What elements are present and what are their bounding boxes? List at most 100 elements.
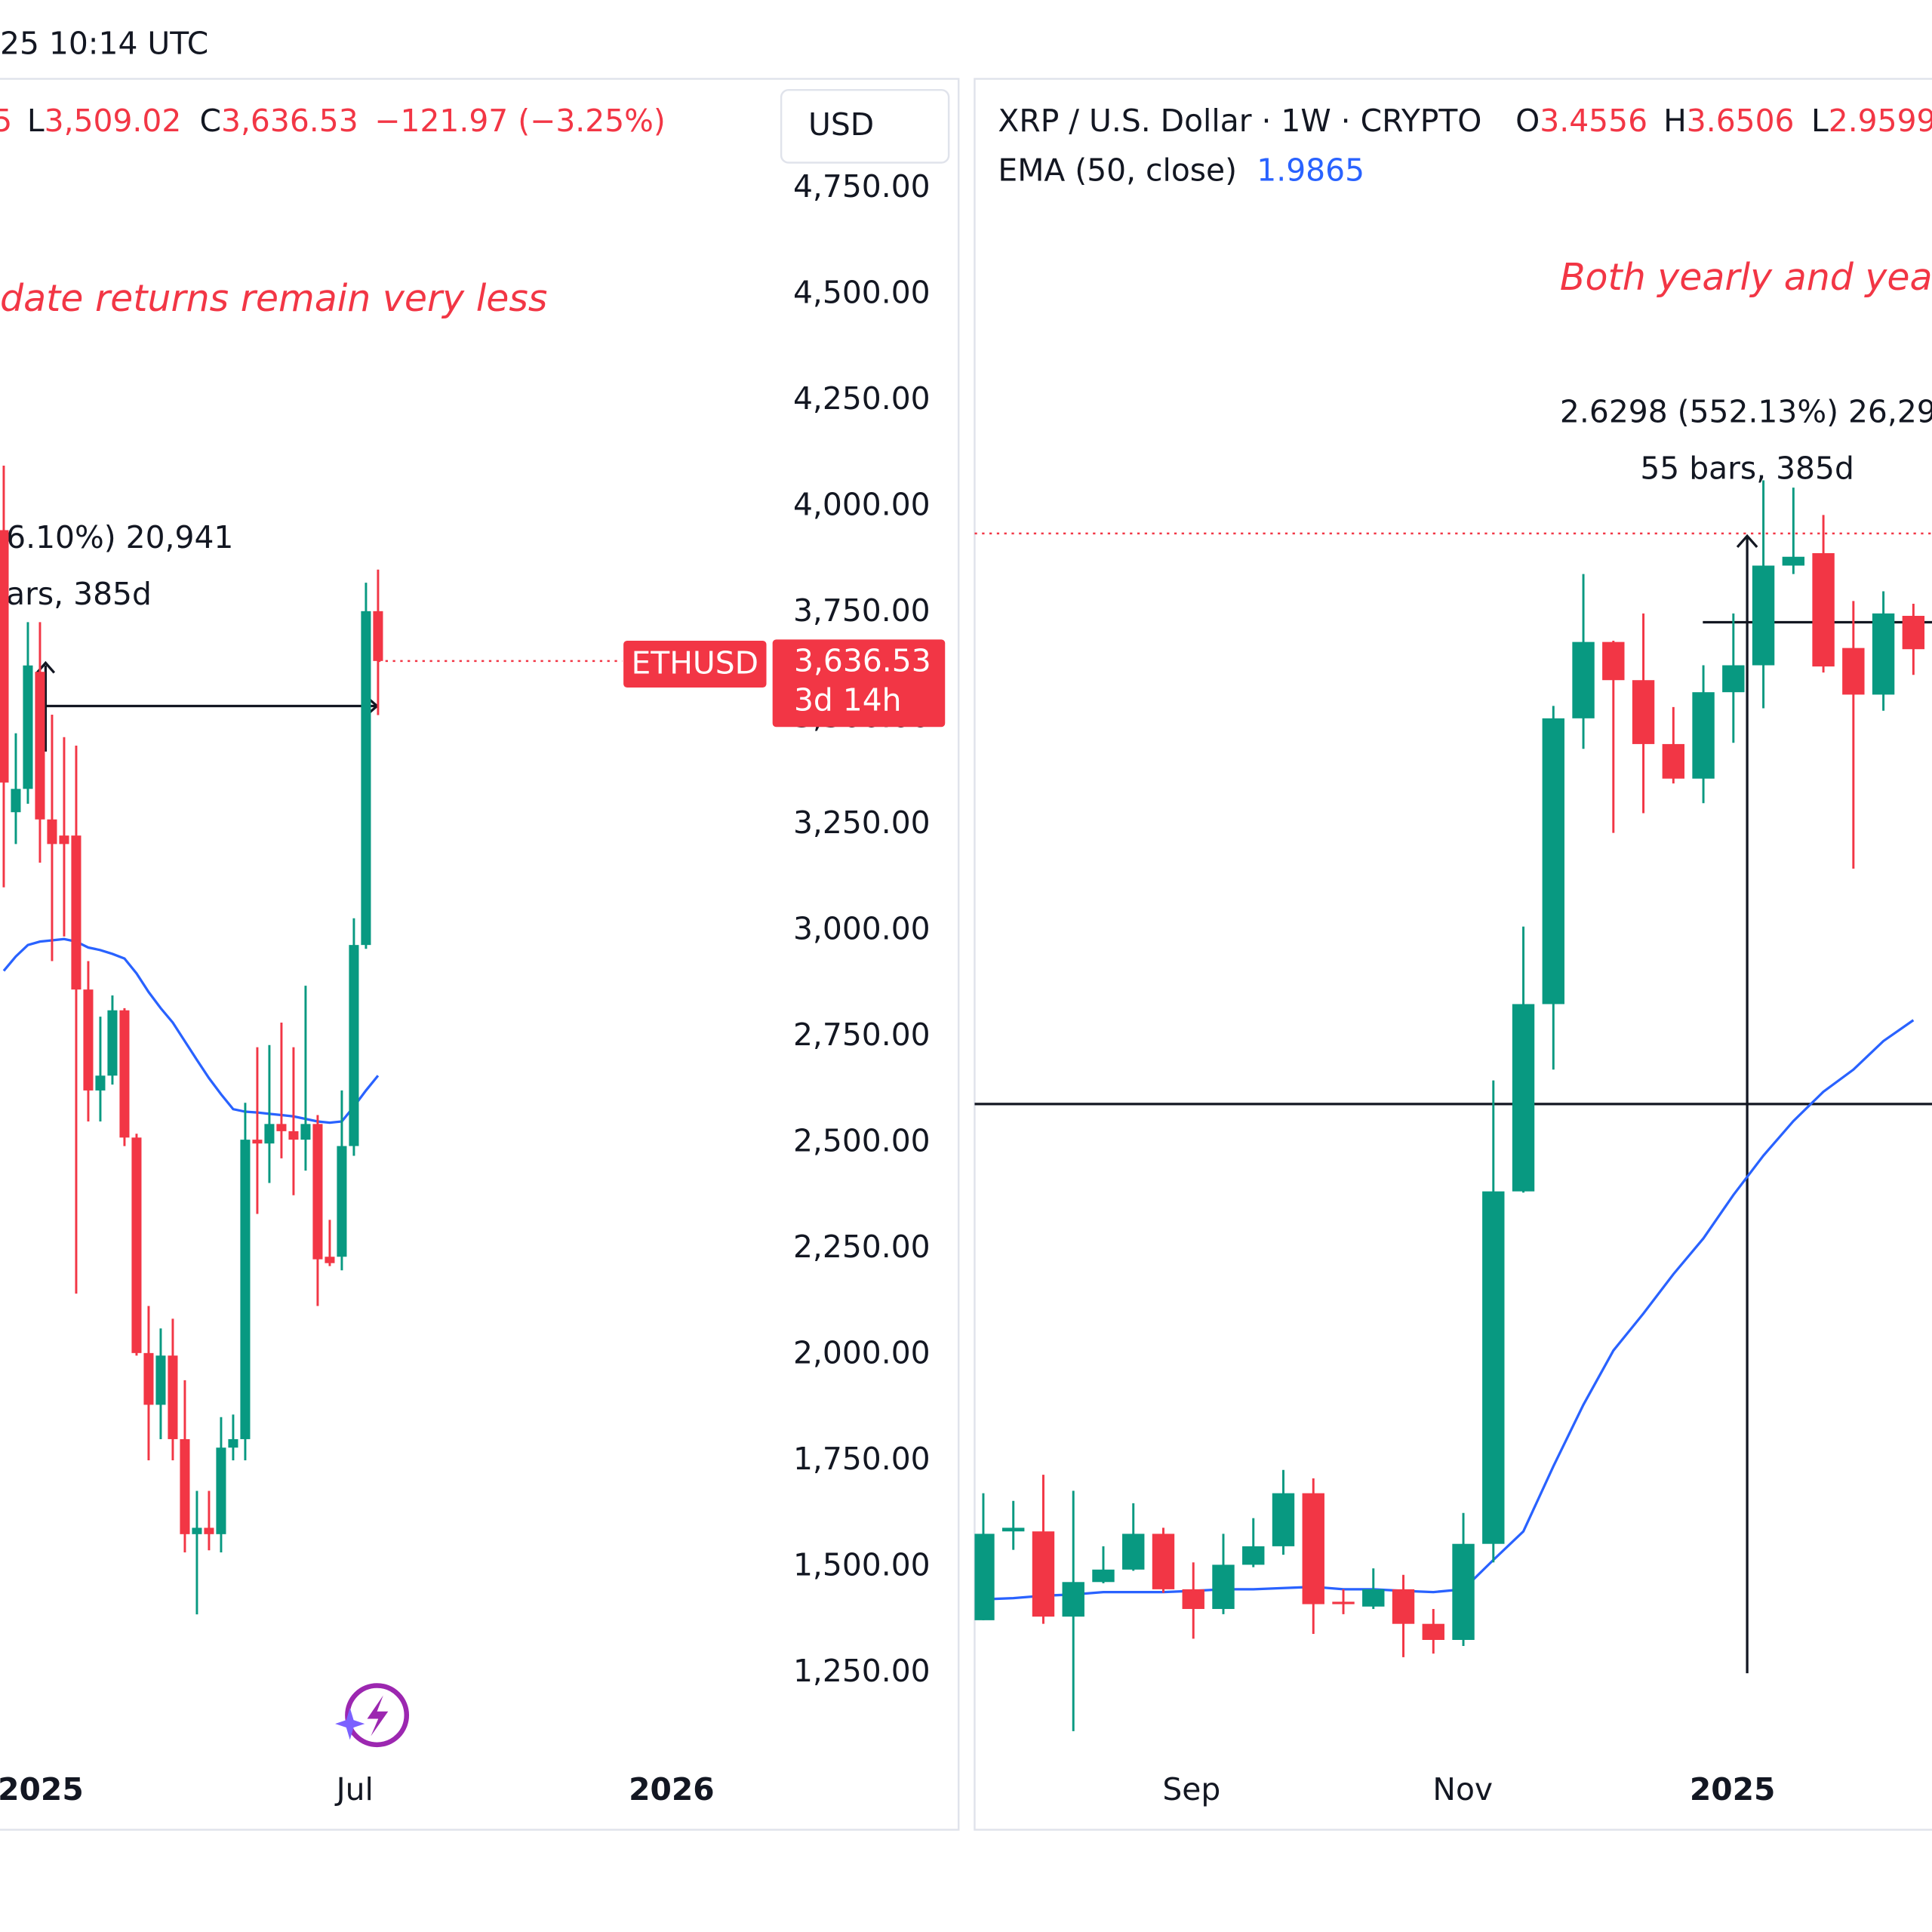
candle-body: [349, 945, 359, 1146]
candle-body: [1242, 1546, 1265, 1565]
legend-value: 5: [0, 103, 12, 139]
right-panel-border: [974, 78, 1932, 1831]
y-tick-label: 3,250.00: [793, 804, 931, 841]
candle-body: [107, 1010, 118, 1076]
y-tick-label: 1,500.00: [793, 1547, 931, 1583]
x-tick-label: 2025: [0, 1771, 84, 1807]
candle-body: [1632, 680, 1655, 744]
candle-body: [1662, 743, 1685, 779]
candle-body: [1182, 1589, 1204, 1609]
ohlc-legend: XRP / U.S. Dollar · 1W · CRYPTO O3.4556 …: [998, 103, 1932, 139]
candle-body: [240, 1140, 251, 1439]
y-tick-label: 2,000.00: [793, 1335, 931, 1371]
measure-label: 55 bars, 385d: [1640, 451, 1854, 487]
candle-body: [47, 819, 57, 844]
x-tick-label: 2025: [1690, 1771, 1776, 1807]
candle-body: [204, 1527, 214, 1534]
y-tick-label: 2,250.00: [793, 1229, 931, 1265]
candle-body: [1452, 1543, 1475, 1640]
candle-body: [216, 1447, 226, 1534]
candle-body: [1842, 648, 1865, 695]
left-plot: [0, 466, 623, 1615]
x-tick-label: Sep: [1162, 1771, 1220, 1807]
candle-body: [312, 1124, 323, 1260]
legend-change: −121.97 (−3.25%): [374, 103, 666, 139]
candle-body: [180, 1438, 190, 1534]
symbol-tag: [623, 640, 767, 688]
ohlc-legend: 5 L3,509.02 C3,636.53 −121.97 (−3.25%): [0, 103, 666, 139]
candle-body: [1032, 1531, 1055, 1617]
candle-body: [1092, 1569, 1115, 1583]
left-panel-border: [0, 78, 960, 1831]
legend-key: C: [199, 103, 221, 139]
y-tick-label: 2,750.00: [793, 1017, 931, 1053]
ema-legend: EMA (50, close) 1.9865: [998, 152, 1364, 189]
lightning-icon[interactable]: [335, 1683, 410, 1748]
candle-body: [276, 1124, 287, 1131]
countdown: 3d 14h: [794, 682, 902, 718]
candle-body: [131, 1137, 142, 1353]
y-tick-label: 4,250.00: [793, 380, 931, 417]
candle-body: [95, 1075, 106, 1091]
candle-body: [1272, 1493, 1295, 1546]
y-tick-label: 3,000.00: [793, 911, 931, 947]
candle-body: [83, 989, 94, 1091]
y-tick-label: 1,750.00: [793, 1441, 931, 1477]
legend-value: 3.6506: [1687, 103, 1795, 139]
legend-value: 3.4556: [1540, 103, 1647, 139]
candle-body: [1212, 1564, 1235, 1609]
candle-body: [974, 1534, 995, 1620]
symbol-title: XRP / U.S. Dollar · 1W · CRYPTO: [998, 103, 1481, 139]
measure-arrow: [1736, 534, 1758, 548]
y-tick-label: 1,250.00: [793, 1653, 931, 1689]
currency[interactable]: USD: [808, 106, 874, 143]
symbol-tag-text: ETHUSD: [632, 645, 759, 681]
candle-body: [1782, 556, 1805, 566]
price-tag: [772, 639, 946, 728]
measure-label: 6.10%) 20,941: [6, 519, 233, 555]
ema-line: [983, 1019, 1915, 1601]
x-tick-label: Jul: [334, 1771, 374, 1807]
candle-body: [1122, 1534, 1145, 1570]
candle-body: [1392, 1589, 1415, 1624]
y-tick-label: 4,750.00: [793, 168, 931, 205]
candle-body: [192, 1527, 202, 1534]
legend-value: 2.9599: [1829, 103, 1932, 139]
legend-key: L: [27, 103, 45, 139]
candle-body: [1362, 1589, 1385, 1607]
y-tick-label: 3,750.00: [793, 592, 931, 629]
candle-body: [59, 835, 69, 844]
candle-body: [1512, 1004, 1535, 1192]
x-tick-label: Nov: [1432, 1771, 1493, 1807]
candle-body: [1722, 665, 1745, 693]
legend-value: 3,509.02: [45, 103, 182, 139]
currency-button[interactable]: [780, 88, 950, 164]
timestamp: 25 10:14 UTC: [0, 25, 208, 61]
candle-body: [23, 665, 33, 789]
y-tick-label: 4,000.00: [793, 487, 931, 523]
legend-key: O: [1515, 103, 1540, 139]
candle-body: [0, 530, 9, 783]
candle-body: [1062, 1582, 1084, 1617]
candle-body: [325, 1257, 335, 1263]
ema-value: 1.9865: [1257, 152, 1364, 189]
measure-label: 2.6298 (552.13%) 26,298: [1560, 394, 1932, 430]
candle-body: [155, 1355, 166, 1405]
candle-body: [1302, 1493, 1324, 1604]
candle-body: [1572, 641, 1595, 718]
candle-body: [1152, 1534, 1175, 1589]
candle-body: [119, 1010, 130, 1138]
legend-key: L: [1811, 103, 1829, 139]
x-tick-label: 2026: [629, 1771, 715, 1807]
candle-body: [264, 1124, 275, 1144]
legend-value: 3,636.53: [221, 103, 358, 139]
right-plot: [974, 480, 1932, 1731]
ema-line: [2, 937, 380, 1124]
ema-name: EMA (50, close): [998, 152, 1237, 189]
legend-key: H: [1663, 103, 1687, 139]
y-tick-label: 2,500.00: [793, 1123, 931, 1159]
candle-body: [1002, 1527, 1025, 1532]
candle-body: [143, 1352, 154, 1405]
candle-body: [11, 789, 21, 813]
